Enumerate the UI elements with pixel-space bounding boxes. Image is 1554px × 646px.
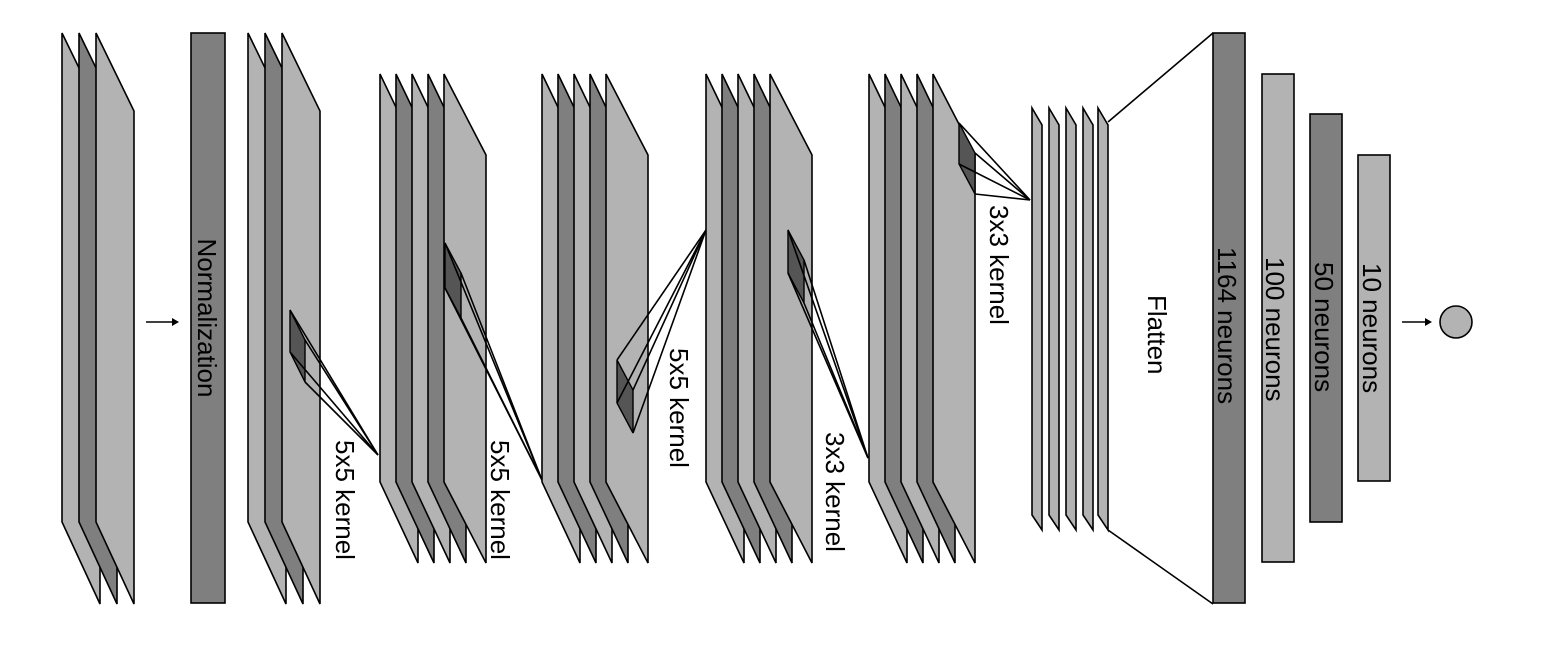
conv3-stack <box>541 73 707 564</box>
fc4-label: 10 neurons <box>1357 263 1387 393</box>
input-arrow-icon <box>146 318 179 326</box>
output-arrow-icon <box>1402 318 1432 326</box>
conv2-kernel-label: 5x5 kernel <box>485 440 515 560</box>
conv4-kernel-label: 3x3 kernel <box>820 432 850 552</box>
conv5-stack <box>868 73 1031 564</box>
conv1-kernel-label: 5x5 kernel <box>330 440 360 560</box>
conv1-stack <box>247 32 379 605</box>
conv5-kernel-label: 3x3 kernel <box>984 205 1014 325</box>
output-node <box>1439 305 1473 339</box>
fc3-label: 50 neurons <box>1309 262 1339 392</box>
flatten-connector <box>1107 32 1214 605</box>
fc1-bar <box>1212 32 1246 604</box>
conv-output-stack <box>1031 105 1109 533</box>
flatten-label: Flatten <box>1142 295 1172 375</box>
conv4-stack <box>705 73 869 564</box>
fc3-bar <box>1309 113 1343 523</box>
conv2-stack <box>379 73 543 564</box>
fc1-label: 1164 neurons <box>1212 247 1242 404</box>
fc2-label: 100 neurons <box>1260 257 1290 402</box>
input-stack <box>61 32 135 605</box>
normalization-label: Normalization <box>192 239 222 398</box>
conv3-kernel-label: 5x5 kernel <box>664 348 694 468</box>
fc4-bar <box>1357 154 1391 482</box>
fc2-bar <box>1261 73 1295 563</box>
normalization-bar <box>190 32 226 604</box>
